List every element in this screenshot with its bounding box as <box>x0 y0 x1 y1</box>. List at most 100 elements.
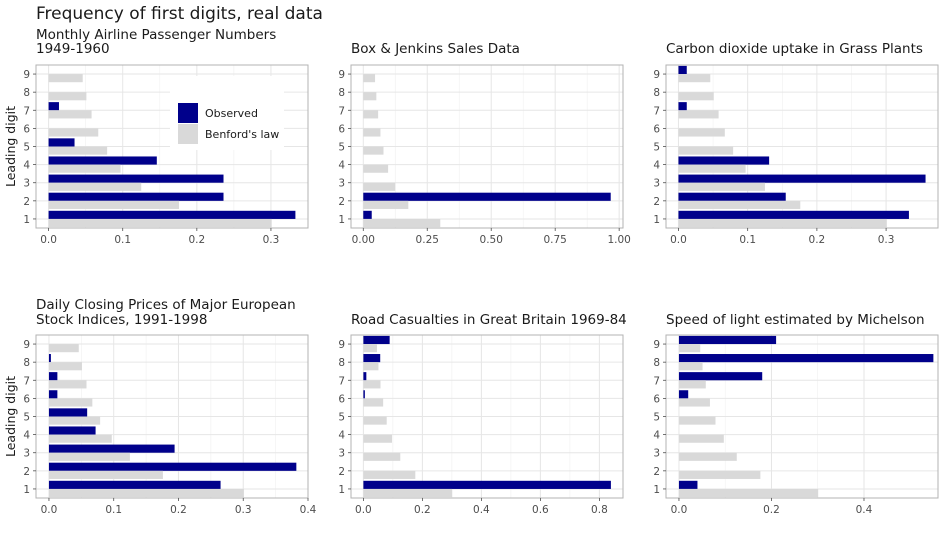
observed-bar-digit-7 <box>678 372 763 381</box>
benford-bar-digit-9 <box>48 74 83 83</box>
y-tick-label: 7 <box>338 105 345 117</box>
y-tick-label: 9 <box>338 69 345 81</box>
y-tick-label: 2 <box>23 196 30 208</box>
observed-bar-digit-1 <box>678 210 909 219</box>
y-tick-label: 2 <box>653 196 660 208</box>
observed-bar-digit-6 <box>678 390 689 399</box>
y-tick-label: 1 <box>653 214 660 226</box>
x-tick-label: 0.2 <box>188 234 205 246</box>
panel-title-line: Speed of light estimated by Michelson <box>666 312 925 328</box>
y-tick-label: 9 <box>653 339 660 351</box>
y-tick-label: 2 <box>338 466 345 478</box>
benford-bar-digit-9 <box>48 344 79 353</box>
x-tick-label: 1.00 <box>607 234 630 246</box>
y-tick-label: 5 <box>338 142 345 154</box>
chart-panel-6: Speed of light estimated by Michelson 1 2 3… <box>653 312 939 516</box>
observed-bar-digit-2 <box>48 192 224 201</box>
benford-bar-digit-2 <box>678 470 761 479</box>
observed-bar-digit-2 <box>48 462 297 471</box>
x-tick-label: 0.1 <box>105 504 122 516</box>
y-tick-label: 1 <box>23 484 30 496</box>
panel-title-line: 1949-1960 <box>36 41 110 57</box>
y-tick-label: 9 <box>23 69 30 81</box>
benford-bar-digit-6 <box>363 398 384 407</box>
x-tick-label: 0.25 <box>416 234 439 246</box>
x-tick-label: 0.2 <box>763 504 780 516</box>
y-axis-title: Leading digit <box>3 106 18 187</box>
observed-bar-digit-8 <box>48 354 51 363</box>
y-tick-label: 8 <box>653 357 660 369</box>
legend-key-observed <box>178 103 198 123</box>
x-tick-label: 0.75 <box>543 234 566 246</box>
y-tick-label: 6 <box>338 123 345 135</box>
observed-bar-digit-5 <box>48 138 75 147</box>
y-tick-label: 3 <box>653 448 660 460</box>
observed-bar-digit-7 <box>48 372 58 381</box>
benford-bar-digit-6 <box>48 128 99 137</box>
y-tick-label: 8 <box>653 87 660 99</box>
benford-bar-digit-8 <box>678 92 714 101</box>
legend-label: Observed <box>205 107 258 120</box>
x-tick-label: 0.6 <box>532 504 549 516</box>
panel-title-line: Monthly Airline Passenger Numbers <box>36 27 276 43</box>
y-tick-label: 7 <box>338 375 345 387</box>
x-tick-label: 0.0 <box>670 234 687 246</box>
observed-bar-digit-4 <box>678 156 770 165</box>
benford-bar-digit-5 <box>678 146 734 155</box>
y-tick-label: 6 <box>653 123 660 135</box>
panel-title-line: Box & Jenkins Sales Data <box>351 41 520 57</box>
benford-bar-digit-6 <box>678 398 710 407</box>
x-tick-label: 0.3 <box>878 234 895 246</box>
benford-bar-digit-1 <box>678 488 819 498</box>
benford-bar-digit-2 <box>678 200 801 209</box>
observed-bar-digit-3 <box>48 444 175 453</box>
benford-bar-digit-9 <box>363 344 377 353</box>
y-tick-label: 3 <box>23 448 30 460</box>
x-tick-label: 0.50 <box>480 234 503 246</box>
chart-panel-2: Box & Jenkins Sales Data 1 2 3 4 5 6 7 8 9 0.00 0.2… <box>338 41 631 246</box>
benford-bar-digit-1 <box>363 218 441 228</box>
observed-bar-digit-6 <box>363 390 365 399</box>
y-tick-label: 6 <box>23 123 30 135</box>
observed-bar-digit-1 <box>363 210 372 219</box>
y-tick-label: 1 <box>338 484 345 496</box>
observed-bar-digit-1 <box>48 210 296 219</box>
benford-bar-digit-2 <box>48 470 163 479</box>
y-tick-label: 3 <box>338 178 345 190</box>
benford-bar-digit-4 <box>48 434 112 443</box>
legend: Observed Benford's law <box>170 76 284 150</box>
benford-bar-digit-7 <box>48 110 92 119</box>
benford-bar-digit-2 <box>363 470 416 479</box>
benford-bar-digit-9 <box>678 74 711 83</box>
y-tick-label: 7 <box>23 105 30 117</box>
y-tick-label: 2 <box>653 466 660 478</box>
y-tick-label: 4 <box>338 160 345 172</box>
observed-bar-digit-1 <box>48 480 221 489</box>
y-tick-label: 6 <box>338 393 345 405</box>
legend-key-benford <box>178 124 198 144</box>
benford-bar-digit-5 <box>363 146 384 155</box>
x-tick-label: 0.0 <box>40 234 57 246</box>
benford-bar-digit-7 <box>363 110 379 119</box>
x-tick-label: 0.2 <box>170 504 187 516</box>
benford-bar-digit-7 <box>678 380 706 389</box>
y-tick-label: 6 <box>653 393 660 405</box>
benford-bar-digit-5 <box>48 416 101 425</box>
y-tick-label: 4 <box>23 160 30 172</box>
y-tick-label: 5 <box>23 142 30 154</box>
observed-bar-digit-8 <box>678 354 934 363</box>
y-tick-label: 1 <box>338 214 345 226</box>
benford-bar-digit-8 <box>48 362 82 371</box>
y-tick-label: 5 <box>23 412 30 424</box>
chart-panel-1: Monthly Airline Passenger Numbers1949-19… <box>3 27 309 246</box>
panel-title-line: Road Casualties in Great Britain 1969-84 <box>351 312 627 328</box>
observed-bar-digit-9 <box>678 335 777 345</box>
x-tick-label: 0.8 <box>591 504 608 516</box>
chart-panel-5: Road Casualties in Great Britain 1969-84… <box>338 312 626 516</box>
y-tick-label: 3 <box>338 448 345 460</box>
figure-title: Frequency of first digits, real data <box>36 4 323 24</box>
observed-bar-digit-5 <box>48 408 88 417</box>
observed-bar-digit-3 <box>678 174 926 183</box>
benford-bar-digit-5 <box>678 416 716 425</box>
